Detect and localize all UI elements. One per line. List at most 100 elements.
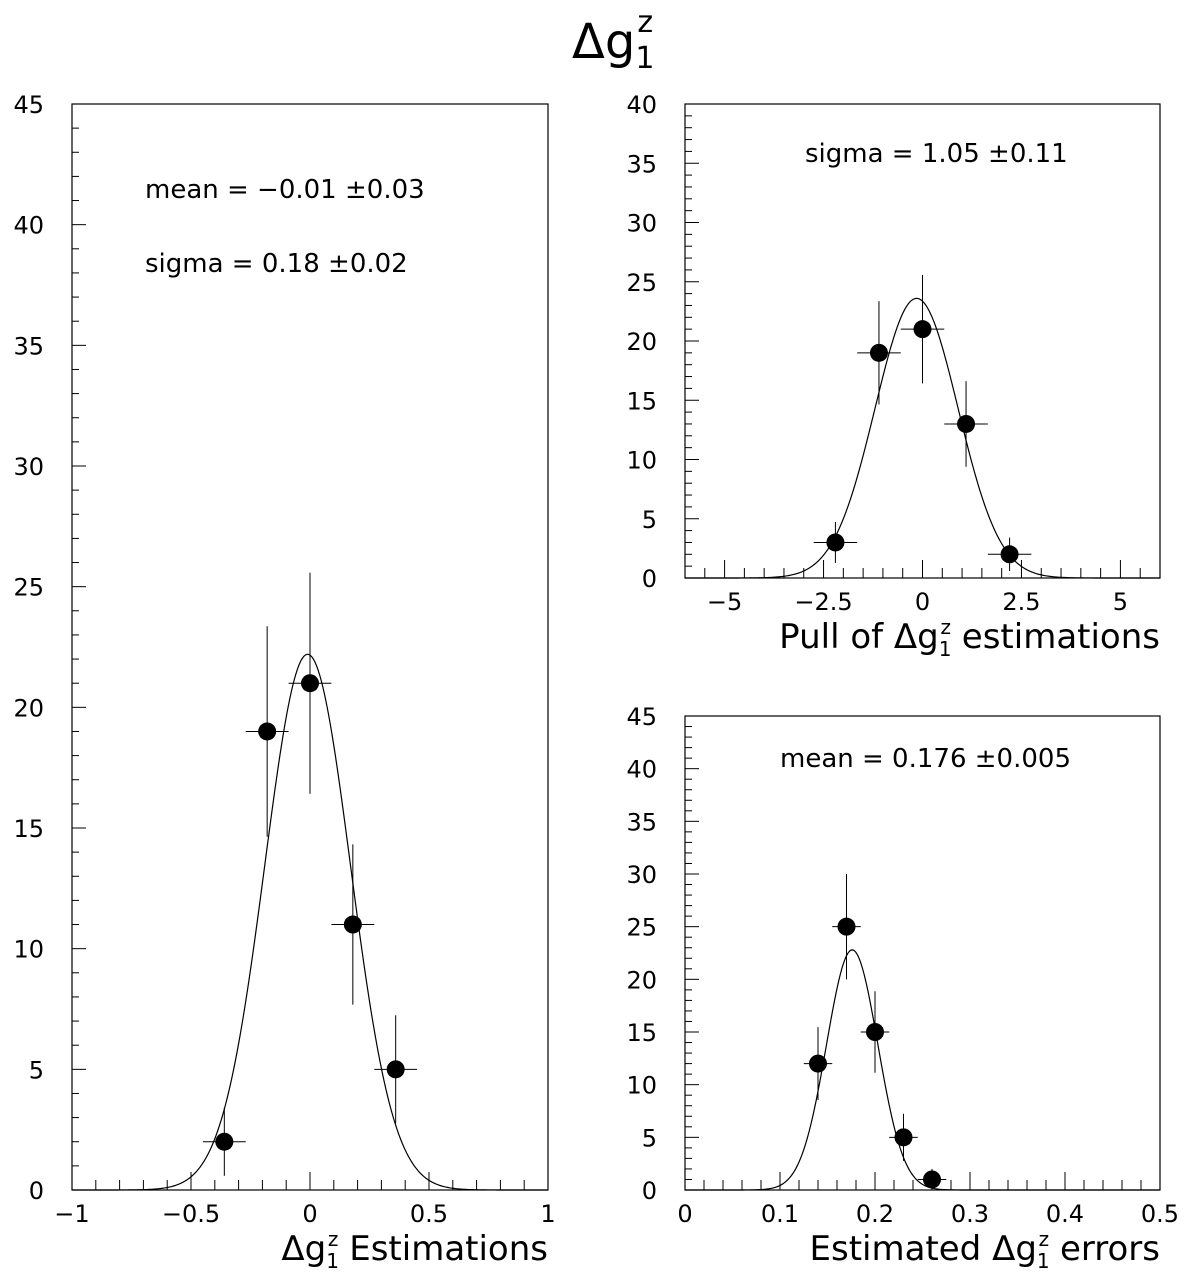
y-tick-label: 15 — [626, 1019, 657, 1047]
y-tick-label: 0 — [29, 1177, 44, 1205]
data-point — [813, 521, 858, 563]
stat-annotation: mean = −0.01 ±0.03 — [145, 175, 425, 205]
gaussian-fit-curve — [685, 949, 1160, 1191]
x-axis-title-symbol: Δg — [894, 617, 939, 657]
plot-frame — [684, 715, 1161, 1191]
x-axis-title-sub: 1 — [326, 1249, 339, 1273]
stat-annotation: sigma = 1.05 ±0.11 — [805, 139, 1068, 169]
x-axis-title-sup: z — [1039, 1227, 1050, 1251]
data-marker — [1000, 545, 1019, 564]
main-title: Δg1z — [572, 5, 654, 76]
x-axis-title-text: estimations — [951, 617, 1160, 657]
x-axis-title-sup: z — [328, 1227, 339, 1251]
stat-uncertainty: 0.03 — [367, 175, 425, 205]
y-tick-label: 35 — [13, 332, 44, 360]
x-axis-title: Δg1z Estimations — [281, 1227, 548, 1273]
data-marker — [215, 1132, 234, 1151]
y-tick-label: 5 — [29, 1056, 44, 1084]
stat-uncertainty: 0.005 — [997, 744, 1071, 774]
stat-uncertainty: 0.02 — [350, 249, 408, 279]
data-marker — [923, 1170, 941, 1189]
plus-minus-symbol: ± — [345, 175, 367, 205]
x-tick-label: 2.5 — [1002, 588, 1040, 616]
x-axis-title: Estimated Δg1z errors — [810, 1227, 1161, 1273]
data-point — [245, 626, 289, 837]
data-point — [331, 844, 375, 1005]
x-axis-title-sub: 1 — [939, 637, 952, 661]
x-tick-label: 1 — [540, 1200, 555, 1228]
data-marker — [301, 674, 319, 693]
data-marker — [837, 917, 856, 936]
data-marker — [826, 533, 845, 552]
y-tick-label: 30 — [626, 210, 657, 238]
y-tick-label: 30 — [13, 453, 44, 481]
plus-minus-symbol: ± — [975, 744, 997, 774]
x-tick-label: 0 — [302, 1200, 317, 1228]
data-point — [803, 1027, 833, 1101]
data-marker — [894, 1128, 913, 1147]
y-tick-label: 15 — [626, 387, 657, 415]
x-axis-title-symbol: Δg — [281, 1229, 326, 1269]
data-point — [860, 991, 890, 1073]
plus-minus-symbol: ± — [988, 139, 1010, 169]
x-axis-title-text: Estimations — [338, 1229, 548, 1269]
data-marker — [866, 1023, 884, 1041]
x-tick-label: 5 — [1113, 588, 1128, 616]
data-marker — [913, 320, 932, 339]
data-marker — [258, 722, 277, 741]
data-point — [288, 572, 332, 794]
x-tick-label: −2.5 — [794, 588, 852, 616]
y-tick-label: 10 — [13, 936, 44, 964]
x-tick-label: 0.3 — [951, 1200, 989, 1228]
x-tick-label: −0.5 — [162, 1200, 220, 1228]
data-marker — [809, 1054, 827, 1073]
x-tick-label: 0.2 — [856, 1200, 894, 1228]
plus-minus-symbol: ± — [328, 249, 350, 279]
data-point — [944, 381, 988, 467]
x-axis-title-text: errors — [1049, 1229, 1160, 1269]
y-tick-label: 25 — [626, 914, 657, 942]
y-tick-label: 20 — [626, 328, 657, 356]
stat-label: mean = 0.176 — [780, 744, 975, 774]
x-axis-title-sup: z — [940, 615, 951, 639]
data-point — [202, 1107, 246, 1176]
x-tick-label: 0 — [677, 1200, 692, 1228]
x-axis-title-symbol: Δg — [992, 1229, 1037, 1269]
x-tick-label: 0.5 — [410, 1200, 448, 1228]
y-tick-label: 30 — [626, 861, 657, 889]
y-tick-label: 40 — [626, 756, 657, 784]
x-tick-label: −1 — [54, 1200, 89, 1228]
data-point — [889, 1113, 918, 1161]
y-tick-label: 0 — [642, 1177, 657, 1205]
y-tick-label: 10 — [626, 447, 657, 475]
y-tick-label: 5 — [642, 1124, 657, 1152]
x-tick-label: −5 — [707, 588, 742, 616]
stat-uncertainty: 0.11 — [1010, 139, 1068, 169]
x-tick-label: 0.1 — [761, 1200, 799, 1228]
stat-annotation: mean = 0.176 ±0.005 — [780, 744, 1071, 774]
y-tick-label: 0 — [642, 565, 657, 593]
y-tick-label: 20 — [13, 694, 44, 722]
stat-annotation: sigma = 0.18 ±0.02 — [145, 249, 408, 279]
data-marker — [869, 343, 888, 362]
x-axis-title-sub: 1 — [1037, 1249, 1050, 1273]
y-tick-label: 35 — [626, 150, 657, 178]
data-point — [832, 874, 861, 980]
stat-label: mean = −0.01 — [145, 175, 345, 205]
stat-label: sigma = 1.05 — [805, 139, 988, 169]
y-tick-label: 5 — [642, 506, 657, 534]
stat-label: sigma = 0.18 — [145, 249, 328, 279]
data-marker — [343, 915, 362, 934]
y-tick-label: 20 — [626, 966, 657, 994]
data-marker — [957, 414, 976, 433]
y-tick-label: 35 — [626, 808, 657, 836]
data-point — [987, 537, 1032, 572]
x-axis-title-prefix: Pull of — [779, 617, 894, 657]
y-tick-label: 40 — [626, 91, 657, 119]
data-point — [917, 1168, 947, 1190]
data-point — [374, 1015, 418, 1124]
x-tick-label: 0.4 — [1046, 1200, 1084, 1228]
